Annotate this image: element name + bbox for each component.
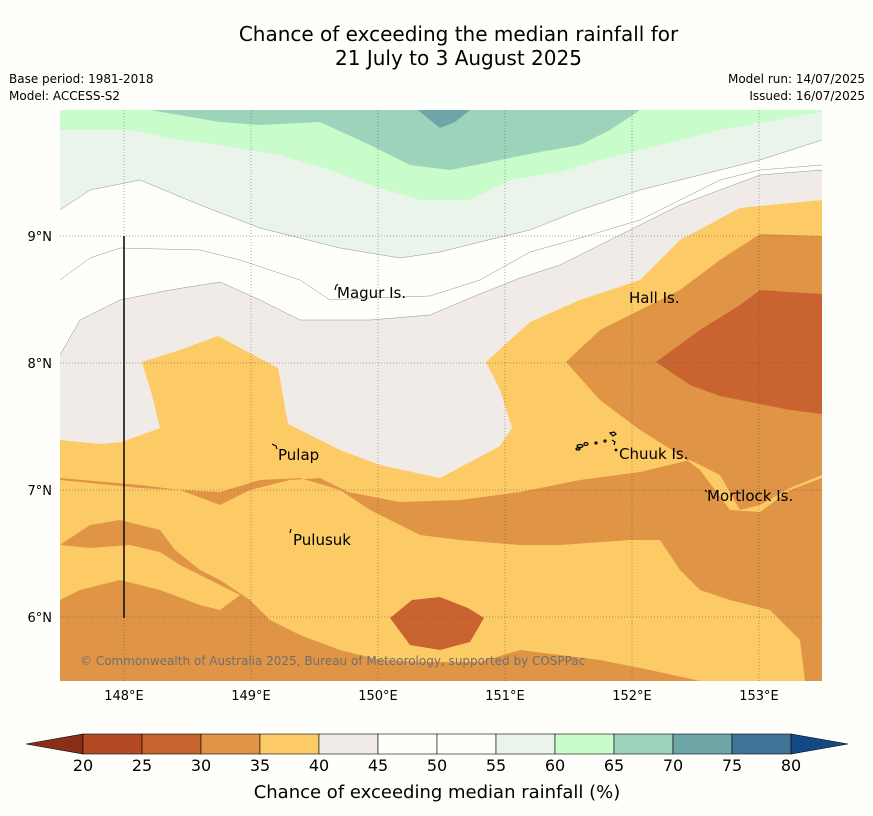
- label-hall: Hall Is.: [629, 289, 680, 307]
- colorbar-bin-b60_65: [554, 733, 615, 755]
- colorbar-bin-b20_25: [82, 733, 143, 755]
- lat-label-6: 6°N: [28, 611, 53, 626]
- longitude-labels: 148°E 149°E 150°E 151°E 152°E 153°E: [104, 689, 779, 704]
- mortlock-island: [704, 489, 708, 493]
- map-title: Chance of exceeding the median rainfall …: [0, 22, 873, 70]
- colorbar-bin-b75_80: [731, 733, 792, 755]
- copyright-notice: © Commonwealth of Australia 2025, Bureau…: [80, 654, 585, 668]
- lat-label-9: 9°N: [28, 230, 53, 245]
- colorbar-title: Chance of exceeding median rainfall (%): [254, 782, 621, 803]
- lon-label-148: 148°E: [104, 689, 144, 704]
- colorbar-tick-70: 70: [663, 756, 683, 775]
- zone-65-70: [150, 110, 640, 170]
- chuuk-islands: [575, 431, 618, 452]
- lon-label-149: 149°E: [231, 689, 271, 704]
- colorbar-bin-b40_45: [318, 733, 379, 755]
- contour-layer: [60, 110, 822, 681]
- meta-right: Model run: 14/07/2025 Issued: 16/07/2025: [728, 71, 865, 105]
- colorbar-bin-b30_35: [200, 733, 261, 755]
- label-magur: Magur Is.: [337, 284, 406, 302]
- issued-date: Issued: 16/07/2025: [749, 89, 865, 103]
- magur-island: [334, 283, 339, 291]
- colorbar-tick-80: 80: [781, 756, 801, 775]
- lon-label-152: 152°E: [612, 689, 652, 704]
- colorbar-tick-65: 65: [604, 756, 624, 775]
- zone-70-75: [418, 110, 470, 128]
- colorbar-tick-50: 50: [427, 756, 447, 775]
- model-name: Model: ACCESS-S2: [9, 89, 121, 103]
- colorbar-bin-b45_50: [377, 733, 438, 755]
- colorbar-tick-35: 35: [250, 756, 270, 775]
- colorbar-bin-b25_30: [141, 733, 202, 755]
- title-line-2: 21 July to 3 August 2025: [335, 46, 582, 70]
- island-outlines: [271, 283, 708, 534]
- label-pulap: Pulap: [278, 446, 319, 464]
- lat-label-7: 7°N: [28, 484, 53, 499]
- meta-left: Base period: 1981-2018 Model: ACCESS-S2: [9, 71, 154, 105]
- colorbar-tick-20: 20: [73, 756, 93, 775]
- lon-label-150: 150°E: [358, 689, 398, 704]
- contour-lines: [60, 139, 822, 356]
- zone-30-35-south: [60, 520, 700, 681]
- model-run: Model run: 14/07/2025: [727, 72, 865, 86]
- lon-label-153: 153°E: [739, 689, 779, 704]
- colorbar-tick-40: 40: [309, 756, 329, 775]
- colorbar-bin-b35_40: [259, 733, 320, 755]
- base-period: Base period: 1981-2018: [9, 72, 154, 86]
- colorbar-tick-25: 25: [132, 756, 152, 775]
- title-line-1: Chance of exceeding the median rainfall …: [238, 22, 679, 46]
- colorbar-extend-high: [790, 733, 849, 755]
- label-chuuk: Chuuk Is.: [619, 445, 688, 463]
- colorbar-extend-low: [25, 733, 84, 755]
- colorbar-bin-b70_75: [672, 733, 733, 755]
- colorbar-bin-b50_55: [436, 733, 497, 755]
- place-labels: Magur Is. Hall Is. Pulap Chuuk Is. Mortl…: [278, 284, 793, 549]
- pulap-island: [271, 443, 278, 450]
- colorbar-tick-75: 75: [722, 756, 742, 775]
- colorbar-tick-55: 55: [486, 756, 506, 775]
- label-mortlock: Mortlock Is.: [707, 487, 793, 505]
- zone-25-30-east: [656, 290, 822, 414]
- label-pulusuk: Pulusuk: [293, 531, 351, 549]
- zone-30-35: [60, 234, 822, 681]
- colorbar-tick-60: 60: [545, 756, 565, 775]
- colorbar-tick-30: 30: [191, 756, 211, 775]
- zone-25-30-south: [390, 597, 484, 650]
- lat-label-8: 8°N: [28, 357, 53, 372]
- latitude-labels: 9°N 8°N 7°N 6°N: [28, 230, 53, 626]
- colorbar-bin-b65_70: [613, 733, 674, 755]
- lon-label-151: 151°E: [485, 689, 525, 704]
- colorbar-bin-b55_60: [495, 733, 556, 755]
- colorbar-tick-45: 45: [368, 756, 388, 775]
- pulusuk-island: [289, 528, 292, 534]
- colorbar: 20 25 30 35 40 45 50 55 60 65 70 75 80: [25, 733, 849, 775]
